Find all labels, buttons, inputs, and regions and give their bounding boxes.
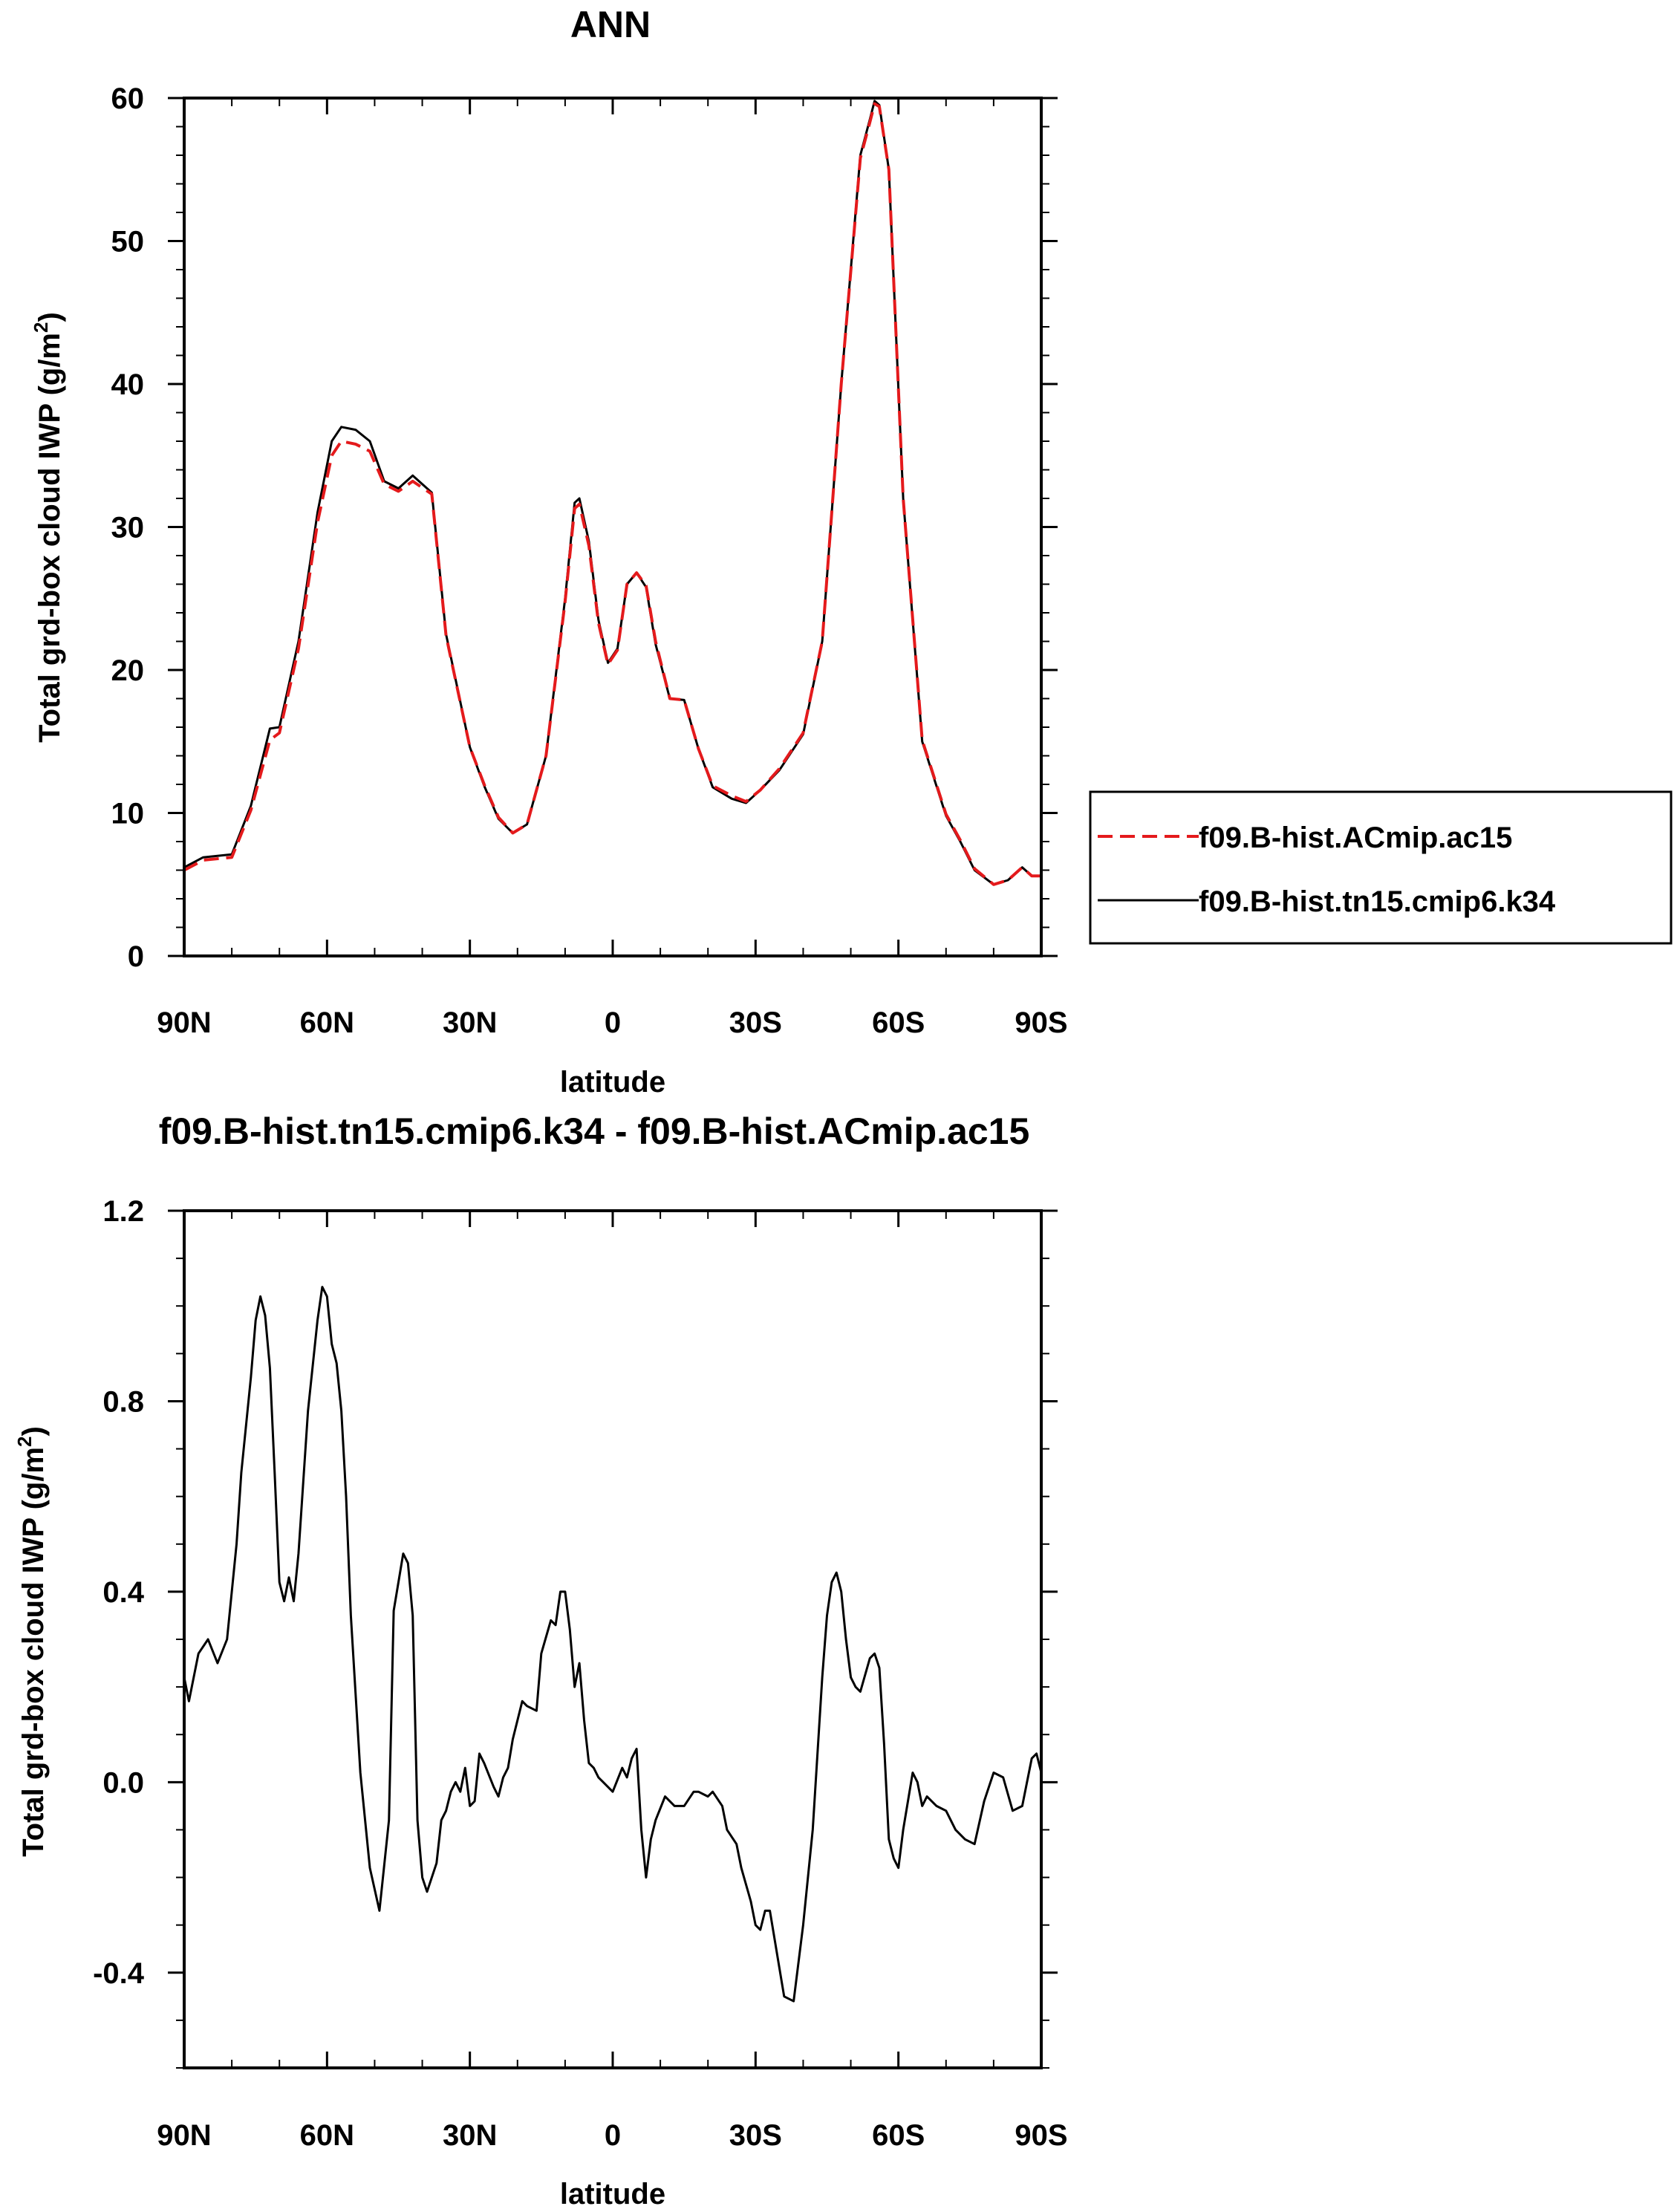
chart-bottom-xtick-label: 0: [605, 2119, 621, 2152]
chart-bottom-ylabel-sup: 2: [13, 1437, 36, 1447]
chart-top-ylabel-close: ): [33, 312, 66, 322]
chart-bottom-xtick-label: 30S: [729, 2119, 782, 2152]
chart-top-ytick-label: 0: [128, 940, 144, 973]
chart-top-ytick-label: 20: [111, 654, 145, 687]
chart-top-title: ANN: [570, 4, 651, 45]
legend-label-ac15: f09.B-hist.ACmip.ac15: [1199, 822, 1512, 854]
chart-top-xtick-label: 0: [605, 1006, 621, 1039]
chart-top-ylabel-main: Total grd-box cloud IWP (g/m: [33, 333, 66, 743]
chart-bottom-xtick-label: 30N: [443, 2119, 497, 2152]
chart-top-ytick-label: 30: [111, 512, 145, 544]
chart-bottom-xlabel: latitude: [560, 2178, 665, 2211]
chart-top-ytick-label: 60: [111, 82, 145, 115]
chart-bottom-ytick-label: 0.0: [102, 1766, 144, 1799]
chart-top-ytick-label: 10: [111, 798, 145, 830]
chart-top-xtick-label: 60S: [872, 1006, 925, 1039]
legend-label-k34: f09.B-hist.tn15.cmip6.k34: [1199, 885, 1556, 918]
chart-top-xlabel: latitude: [560, 1066, 665, 1099]
chart-bottom-plot-frame: [183, 1209, 1043, 2069]
chart-top-xtick-label: 90S: [1015, 1006, 1067, 1039]
chart-bottom-xtick-label: 90N: [157, 2119, 211, 2152]
chart-bottom: f09.B-hist.tn15.cmip6.k34 - f09.B-hist.A…: [13, 1110, 1068, 2211]
chart-top-ytick-label: 40: [111, 368, 145, 401]
chart-bottom-xtick-label: 90S: [1015, 2119, 1067, 2152]
legend-box: [1089, 790, 1673, 945]
chart-bottom-ylabel: Total grd-box cloud IWP (g/m2): [13, 1426, 50, 1857]
chart-top-xtick-label: 30N: [443, 1006, 497, 1039]
chart-top: ANN 90N 60N 30N 0 30S 60S 90S 0 10 20 30 40 50 60 la…: [30, 4, 1673, 1099]
chart-top-xtick-label: 60N: [300, 1006, 354, 1039]
chart-top-xtick-label: 30S: [729, 1006, 782, 1039]
chart-bottom-ytick-label: -0.4: [93, 1957, 145, 1990]
chart-top-ytick-label: 50: [111, 226, 145, 258]
chart-top-legend: f09.B-hist.ACmip.ac15 f09.B-hist.tn15.cm…: [1089, 790, 1673, 945]
chart-bottom-ytick-label: 0.4: [102, 1576, 144, 1609]
chart-top-plot-frame: [183, 97, 1043, 957]
chart-top-ylabel: Total grd-box cloud IWP (g/m2): [30, 312, 66, 743]
chart-bottom-ytick-label: 0.8: [102, 1385, 144, 1418]
chart-top-series-f09-b-hist-tn15-cmip6-k34: [183, 100, 1041, 886]
chart-bottom-ytick-label: 1.2: [102, 1195, 144, 1228]
chart-top-ylabel-sup: 2: [30, 322, 52, 333]
chart-bottom-ylabel-main: Total grd-box cloud IWP (g/m: [17, 1447, 50, 1857]
chart-bottom-series-difference: [183, 1286, 1043, 2003]
chart-bottom-xtick-label: 60S: [872, 2119, 925, 2152]
chart-top-series-f09-b-hist-acmip-ac15: [183, 102, 1041, 886]
chart-bottom-ylabel-close: ): [17, 1426, 50, 1436]
chart-bottom-xtick-label: 60N: [300, 2119, 354, 2152]
chart-bottom-title: f09.B-hist.tn15.cmip6.k34 - f09.B-hist.A…: [159, 1110, 1030, 1152]
chart-top-xtick-label: 90N: [157, 1006, 211, 1039]
